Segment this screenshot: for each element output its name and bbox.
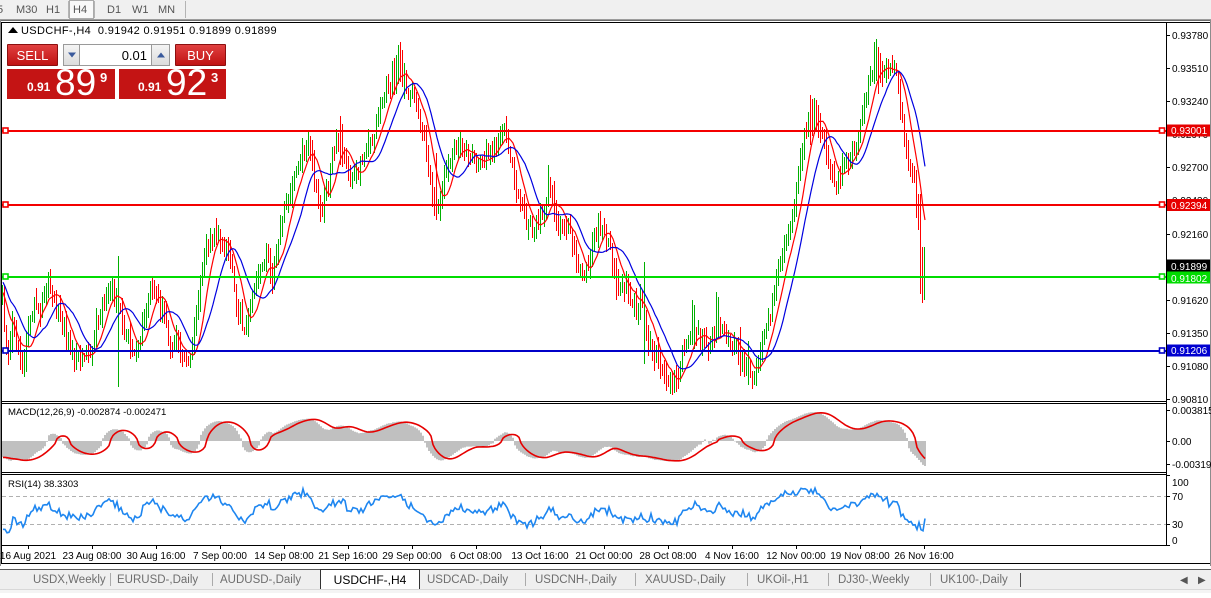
svg-text:30: 30 (1172, 520, 1184, 531)
svg-text:0.91080: 0.91080 (1172, 362, 1209, 373)
svg-text:0.93780: 0.93780 (1172, 31, 1209, 42)
svg-text:0: 0 (1172, 536, 1178, 547)
svg-text:0.00: 0.00 (1172, 437, 1192, 448)
svg-text:13 Oct 16:00: 13 Oct 16:00 (511, 551, 569, 562)
svg-text:26 Nov 16:00: 26 Nov 16:00 (894, 551, 954, 562)
svg-text:30 Aug 16:00: 30 Aug 16:00 (127, 551, 186, 562)
svg-text:0.91899: 0.91899 (1171, 262, 1208, 273)
svg-text:MACD(12,26,9) -0.002874 -0.002: MACD(12,26,9) -0.002874 -0.002471 (8, 407, 166, 418)
svg-text:RSI(14) 38.3303: RSI(14) 38.3303 (8, 479, 78, 490)
svg-text:0.003815: 0.003815 (1172, 406, 1211, 417)
svg-text:0.92700: 0.92700 (1172, 163, 1209, 174)
svg-text:7 Sep 00:00: 7 Sep 00:00 (193, 551, 247, 562)
svg-text:70: 70 (1172, 492, 1184, 503)
svg-text:0.93510: 0.93510 (1172, 64, 1209, 75)
svg-text:14 Sep 08:00: 14 Sep 08:00 (254, 551, 314, 562)
svg-text:4 Nov 16:00: 4 Nov 16:00 (705, 551, 759, 562)
svg-text:29 Sep 00:00: 29 Sep 00:00 (382, 551, 442, 562)
svg-text:21 Oct 00:00: 21 Oct 00:00 (575, 551, 633, 562)
svg-text:23 Aug 08:00: 23 Aug 08:00 (63, 551, 122, 562)
svg-text:28 Oct 08:00: 28 Oct 08:00 (639, 551, 697, 562)
svg-text:19 Nov 08:00: 19 Nov 08:00 (830, 551, 890, 562)
svg-text:6 Oct 08:00: 6 Oct 08:00 (450, 551, 502, 562)
svg-text:0.91350: 0.91350 (1172, 329, 1209, 340)
svg-text:16 Aug 2021: 16 Aug 2021 (0, 551, 57, 562)
svg-text:0.91802: 0.91802 (1171, 274, 1208, 285)
svg-text:-0.003193: -0.003193 (1172, 460, 1211, 471)
svg-text:0.90810: 0.90810 (1172, 395, 1209, 406)
svg-text:0.91206: 0.91206 (1171, 346, 1208, 357)
svg-text:100: 100 (1172, 478, 1189, 489)
svg-text:0.92394: 0.92394 (1171, 201, 1208, 212)
svg-text:0.91620: 0.91620 (1172, 296, 1209, 307)
svg-text:0.92160: 0.92160 (1172, 230, 1209, 241)
svg-text:12 Nov 00:00: 12 Nov 00:00 (766, 551, 826, 562)
svg-text:0.93001: 0.93001 (1171, 126, 1208, 137)
svg-text:0.93240: 0.93240 (1172, 97, 1209, 108)
svg-text:21 Sep 16:00: 21 Sep 16:00 (318, 551, 378, 562)
